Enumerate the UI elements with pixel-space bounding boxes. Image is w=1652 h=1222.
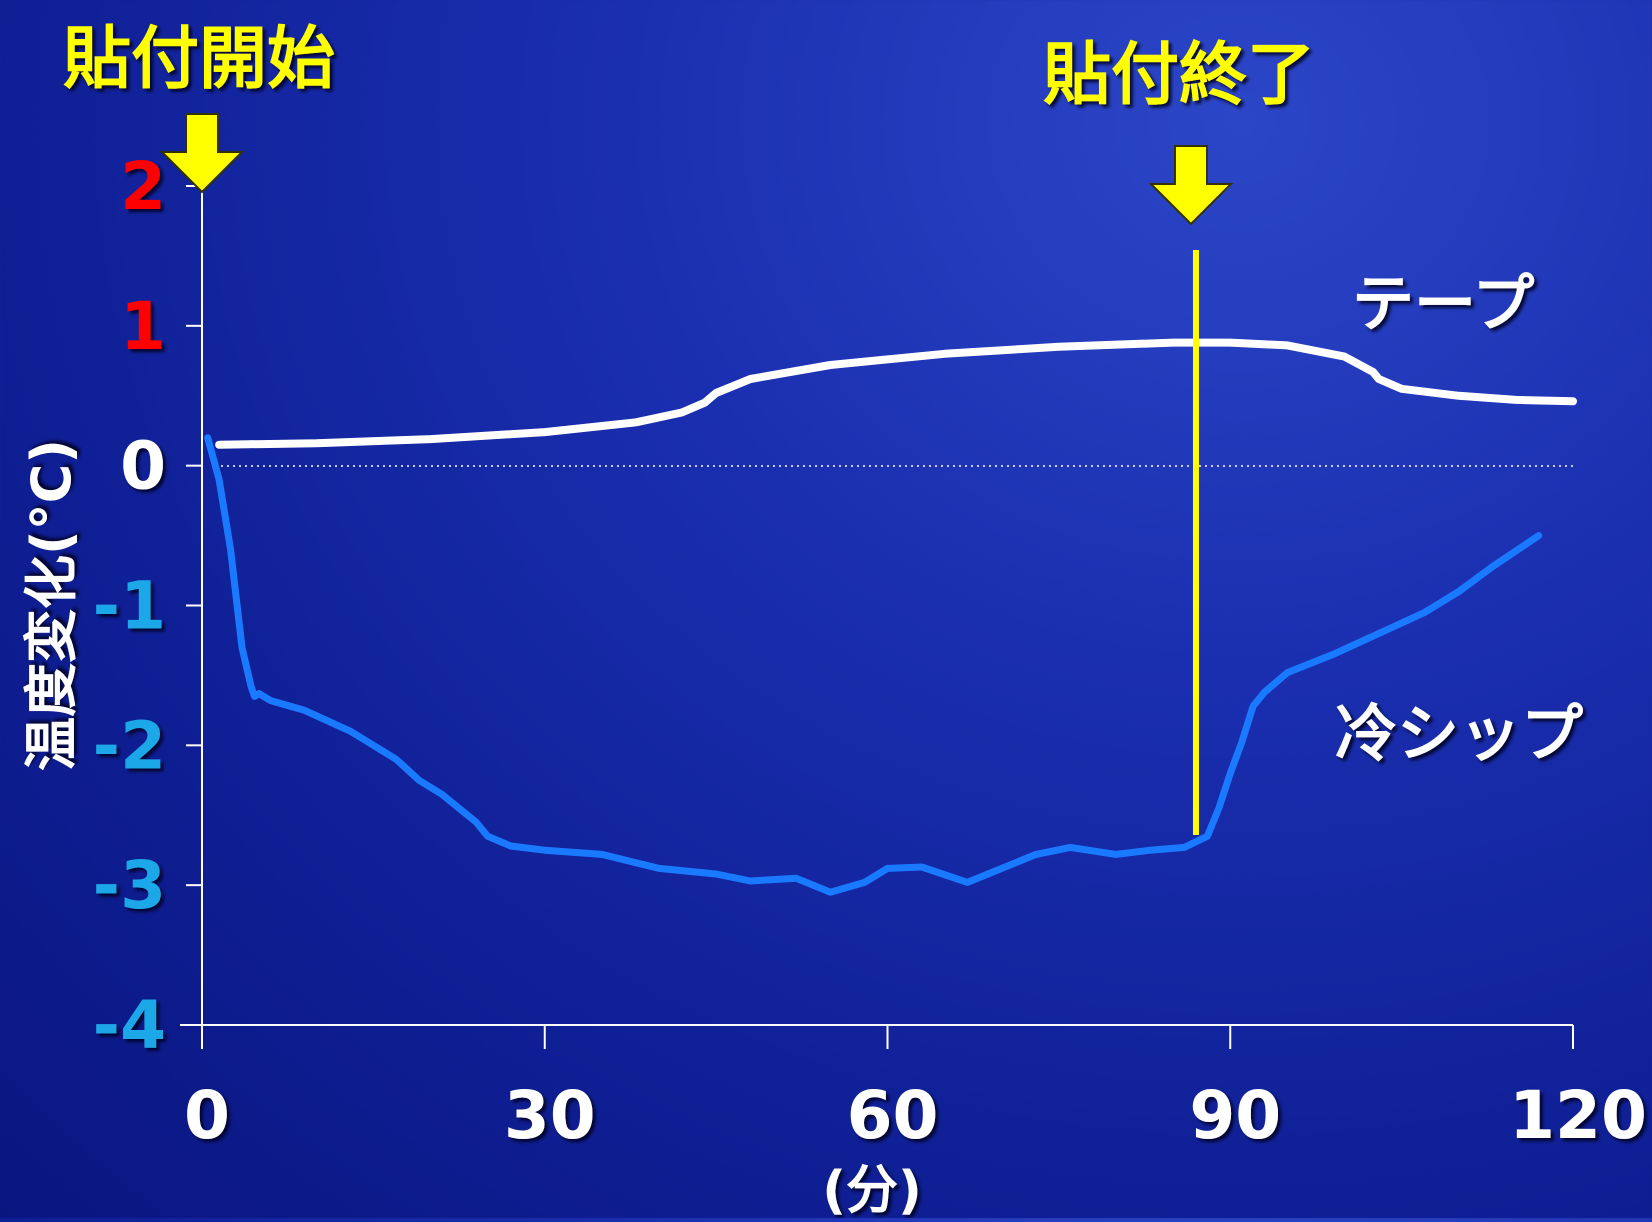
- series-line-tape: [215, 338, 1577, 449]
- x-axis-title: (分): [822, 1161, 922, 1218]
- end-annotation-label: 貼付終了: [1043, 36, 1315, 115]
- series-line-cold-compress: [204, 434, 1543, 896]
- y-tick-label: 2: [120, 148, 166, 225]
- y-tick-label: -2: [93, 707, 166, 784]
- x-tick-label: 30: [504, 1077, 596, 1154]
- y-tick-label: 1: [120, 288, 166, 365]
- x-tick-label: 60: [847, 1077, 939, 1154]
- y-tick-label: -3: [93, 847, 166, 924]
- start-annotation-label: 貼付開始: [63, 20, 335, 99]
- y-tick-label: 0: [120, 428, 166, 505]
- y-axis-title: 温度変化(°C): [20, 439, 83, 771]
- series-label-cold-compress: 冷シップ: [1335, 697, 1583, 770]
- x-tick-label: 0: [184, 1077, 230, 1154]
- x-tick-label: 90: [1189, 1077, 1281, 1154]
- arrow-down-icon: [1148, 145, 1234, 226]
- series-label-tape: テープ: [1352, 267, 1534, 340]
- y-tick-label: -1: [93, 568, 166, 645]
- x-tick-label: 120: [1509, 1077, 1647, 1154]
- y-tick-label: -4: [93, 987, 166, 1064]
- arrow-down-icon: [159, 113, 245, 194]
